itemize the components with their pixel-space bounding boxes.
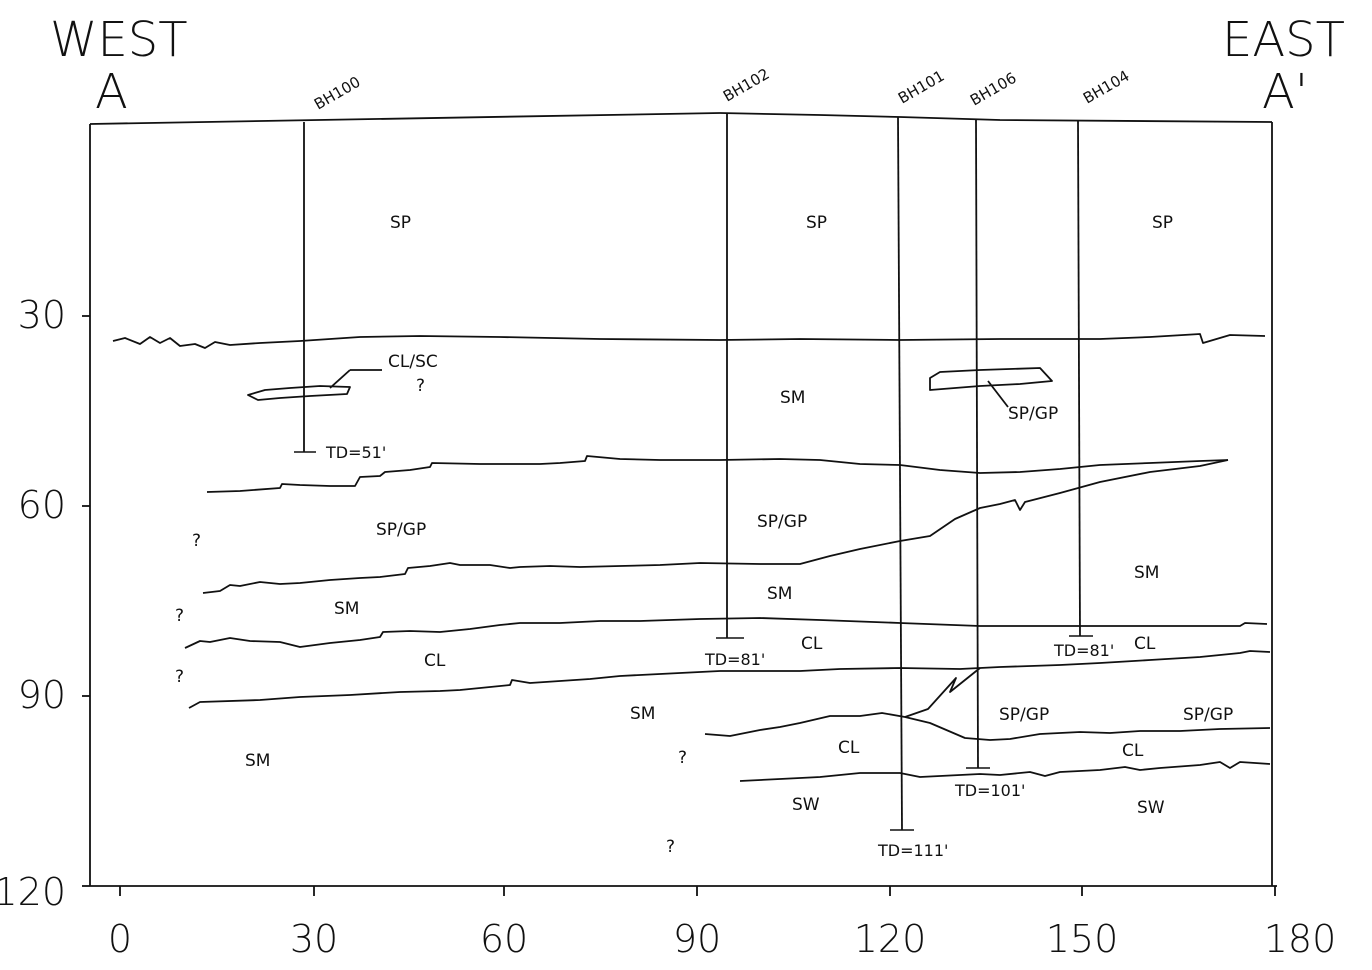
contact-cl-sm xyxy=(188,650,1271,709)
borehole-bh100: BH100 TD=51' xyxy=(294,73,386,462)
soil-label: CL xyxy=(838,738,860,758)
borehole-bh101: BH101 TD=111' xyxy=(877,67,948,860)
total-depth-label: TD=51' xyxy=(325,443,386,462)
west-label: WEST xyxy=(50,12,188,68)
soil-label: SM xyxy=(630,704,655,724)
x-tick-label: 30 xyxy=(290,917,338,961)
stratigraphic-contacts xyxy=(112,333,1271,782)
contact-sm-spgp xyxy=(206,455,1229,493)
soil-label: SM xyxy=(767,584,792,604)
lens-sp-gp-leader xyxy=(987,380,1009,408)
soil-unit-labels: SP SP SP CL/SC ? SM SP/GP ? SP/GP SP/GP … xyxy=(175,213,1233,857)
contact-cl-sw xyxy=(739,761,1271,782)
soil-label: SP/GP xyxy=(1008,404,1058,424)
y-axis-ticks xyxy=(82,315,90,887)
y-tick-label: 60 xyxy=(18,483,66,527)
soil-label: SM xyxy=(245,751,270,771)
soil-label: SP xyxy=(806,213,827,233)
east-label: EAST xyxy=(1222,12,1345,68)
soil-label: SP xyxy=(390,213,411,233)
total-depth-label: TD=111' xyxy=(877,841,948,860)
soil-label: SP/GP xyxy=(376,520,426,540)
borehole-bh106: BH106 TD=101' xyxy=(954,69,1025,800)
section-end-label: A' xyxy=(1262,64,1308,120)
question-mark: ? xyxy=(678,748,687,768)
contact-spgp-sm xyxy=(202,459,1229,594)
borehole-label: BH101 xyxy=(895,67,947,108)
x-tick-label: 150 xyxy=(1046,917,1119,961)
soil-label: SM xyxy=(1134,563,1159,583)
soil-label: CL/SC xyxy=(388,352,438,372)
soil-label: SW xyxy=(1137,798,1165,818)
x-tick-label: 0 xyxy=(108,917,132,961)
borehole-label: BH104 xyxy=(1080,67,1132,108)
borehole-label: BH100 xyxy=(311,73,363,114)
lens-cl-sc-leader xyxy=(329,369,351,389)
contact-sp-sm xyxy=(112,333,1266,349)
soil-label: SP/GP xyxy=(999,705,1049,725)
question-mark: ? xyxy=(175,667,184,687)
total-depth-label: TD=81' xyxy=(704,650,765,669)
borehole-label: BH106 xyxy=(967,69,1019,110)
question-mark: ? xyxy=(666,837,675,857)
soil-label: SM xyxy=(780,388,805,408)
question-mark: ? xyxy=(175,606,184,626)
soil-label: SM xyxy=(334,599,359,619)
lens-cl-sc xyxy=(247,385,351,401)
soil-label: CL xyxy=(1122,741,1144,761)
borehole-label: BH102 xyxy=(720,65,772,106)
soil-label: SP/GP xyxy=(757,512,807,532)
soil-label: SW xyxy=(792,795,820,815)
borehole-bh104: BH104 TD=81' xyxy=(1053,67,1132,660)
x-tick-label: 120 xyxy=(854,917,927,961)
contact-sm-clsp-upper xyxy=(704,712,1271,741)
borehole-bh102: BH102 TD=81' xyxy=(704,65,772,669)
y-tick-label: 90 xyxy=(18,673,66,717)
contact-sm-cl xyxy=(184,617,1268,649)
y-tick-label: 120 xyxy=(0,870,66,914)
x-tick-label: 60 xyxy=(480,917,528,961)
soil-label: CL xyxy=(1134,634,1156,654)
section-frame xyxy=(89,112,1277,887)
y-tick-label: 30 xyxy=(18,293,66,337)
x-axis-ticks xyxy=(119,886,1276,896)
question-mark: ? xyxy=(192,531,201,551)
section-start-label: A xyxy=(95,64,128,120)
contact-sm-cl-wedge xyxy=(904,667,981,718)
soil-label: SP xyxy=(1152,213,1173,233)
x-tick-label: 180 xyxy=(1264,917,1337,961)
soil-label: CL xyxy=(801,634,823,654)
total-depth-label: TD=101' xyxy=(954,781,1025,800)
soil-label: SP/GP xyxy=(1183,705,1233,725)
soil-label: CL xyxy=(424,651,446,671)
x-tick-label: 90 xyxy=(673,917,721,961)
total-depth-label: TD=81' xyxy=(1053,641,1114,660)
question-mark: ? xyxy=(416,376,425,396)
lens-sp-gp xyxy=(929,367,1053,391)
